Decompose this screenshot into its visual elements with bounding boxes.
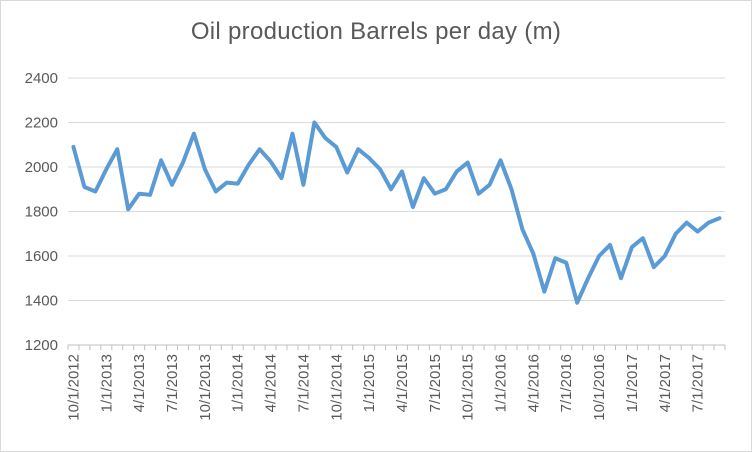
data-point	[115, 147, 119, 151]
data-point	[619, 276, 623, 280]
data-point	[192, 132, 196, 136]
y-tick-label: 1400	[25, 293, 58, 310]
x-tick-label: 1/1/2016	[493, 354, 510, 412]
x-tick-label: 7/1/2013	[164, 354, 181, 412]
x-tick-labels: 10/1/2012 1/1/2013 4/1/2013 7/1/2013 10/1/20…	[65, 354, 706, 421]
x-tick-label: 1/1/2017	[624, 354, 641, 412]
y-tick-label: 2000	[25, 159, 58, 176]
data-point	[433, 192, 437, 196]
x-tick-label: 4/1/2015	[394, 354, 411, 412]
data-point	[214, 189, 218, 193]
data-point	[630, 245, 634, 249]
x-tick-label: 7/1/2017	[690, 354, 707, 412]
data-point	[290, 132, 294, 136]
data-point	[148, 193, 152, 197]
data-point	[531, 252, 535, 256]
data-point	[236, 182, 240, 186]
data-point	[718, 216, 722, 220]
data-point	[696, 230, 700, 234]
y-tick-label: 2200	[25, 115, 58, 132]
gridlines	[68, 77, 725, 301]
x-tick-label: 4/1/2014	[263, 354, 280, 412]
x-tick-label: 7/1/2014	[295, 354, 312, 412]
data-point	[170, 183, 174, 187]
data-point	[203, 167, 207, 171]
x-tick-label: 4/1/2016	[525, 354, 542, 412]
data-point	[367, 156, 371, 160]
data-point	[334, 145, 338, 149]
data-point	[400, 169, 404, 173]
data-point	[499, 158, 503, 162]
data-point	[411, 205, 415, 209]
data-point	[181, 161, 185, 165]
data-point	[301, 183, 305, 187]
data-point	[685, 221, 689, 225]
data-point	[356, 147, 360, 151]
series-oil-production	[71, 120, 722, 305]
x-tick-label: 1/1/2015	[361, 354, 378, 412]
x-tick-label: 4/1/2017	[657, 354, 674, 412]
data-point	[455, 169, 459, 173]
data-point	[575, 301, 579, 305]
y-tick-labels: 1200 1400 1600 1800 2000 2200 2400	[25, 70, 58, 354]
x-tick-label: 1/1/2014	[230, 354, 247, 412]
data-point	[542, 290, 546, 294]
x-tick-label: 7/1/2015	[427, 354, 444, 412]
y-tick-label: 2400	[25, 70, 58, 87]
data-point	[312, 121, 316, 125]
y-tick-label: 1200	[25, 337, 58, 354]
data-point	[520, 227, 524, 231]
data-point	[323, 136, 327, 140]
x-tick-label: 10/1/2012	[65, 354, 82, 421]
data-point	[586, 276, 590, 280]
data-point	[345, 171, 349, 175]
data-point	[608, 243, 612, 247]
data-point	[247, 163, 251, 167]
data-point	[225, 181, 229, 185]
chart-title: Oil production Barrels per day (m)	[190, 18, 562, 45]
data-point	[104, 167, 108, 171]
x-tick-label: 4/1/2013	[131, 354, 148, 412]
data-point	[707, 221, 711, 225]
data-point	[93, 189, 97, 193]
x-tick-label: 7/1/2016	[558, 354, 575, 412]
series-line	[71, 120, 722, 305]
data-point	[137, 192, 141, 196]
data-point	[82, 185, 86, 189]
data-point	[466, 161, 470, 165]
data-point	[597, 254, 601, 258]
axes	[67, 344, 726, 350]
data-point	[564, 261, 568, 265]
data-point	[422, 176, 426, 180]
data-point	[488, 183, 492, 187]
data-point	[663, 254, 667, 258]
data-point	[126, 207, 130, 211]
x-tick-label: 10/1/2014	[328, 354, 345, 421]
x-tick-label: 1/1/2013	[98, 354, 115, 412]
data-point	[389, 187, 393, 191]
data-point	[269, 159, 273, 163]
y-tick-label: 1600	[25, 248, 58, 265]
data-point	[652, 265, 656, 269]
data-point	[71, 145, 75, 149]
data-point	[641, 236, 645, 240]
y-tick-label: 1800	[25, 204, 58, 221]
data-point	[553, 256, 557, 260]
x-tick-label: 10/1/2013	[197, 354, 214, 421]
x-tick-label: 10/1/2015	[460, 354, 477, 421]
data-point	[477, 192, 481, 196]
data-point	[444, 187, 448, 191]
data-point	[159, 158, 163, 162]
data-point	[509, 187, 513, 191]
data-point	[258, 147, 262, 151]
data-point	[378, 167, 382, 171]
data-point	[280, 176, 284, 180]
x-tick-label: 10/1/2016	[591, 354, 608, 421]
data-point	[674, 232, 678, 236]
